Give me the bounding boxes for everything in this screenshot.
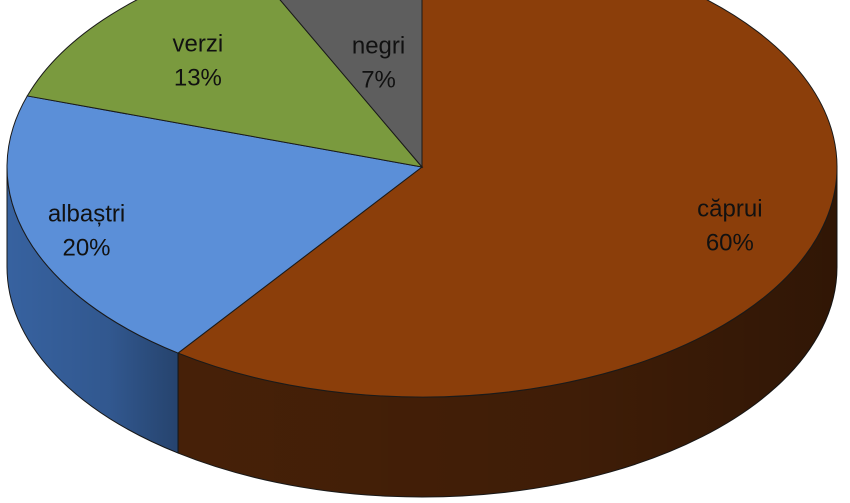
pie-tops xyxy=(6,0,838,398)
slice-percent-label: 13% xyxy=(174,64,222,91)
slice-label: verzi xyxy=(173,30,224,57)
slice-label: căprui xyxy=(697,195,762,222)
pie-slice-2 xyxy=(26,0,424,168)
slice-percent-label: 60% xyxy=(706,229,754,256)
pie-sides xyxy=(6,166,838,498)
slice-label: albaștri xyxy=(48,200,125,227)
slice-label: negri xyxy=(352,32,405,59)
pie-side-shade xyxy=(7,167,179,454)
slice-percent-label: 7% xyxy=(361,66,396,93)
pie-side-shade xyxy=(178,167,837,497)
pie-slice-3 xyxy=(279,0,423,169)
pie-labels: căprui 60% albaștri 20% verzi 13% negri 7% xyxy=(48,30,763,261)
slice-percent-label: 20% xyxy=(62,234,110,261)
pie-slice-0 xyxy=(177,0,838,398)
pie-slice-1 xyxy=(6,95,424,354)
